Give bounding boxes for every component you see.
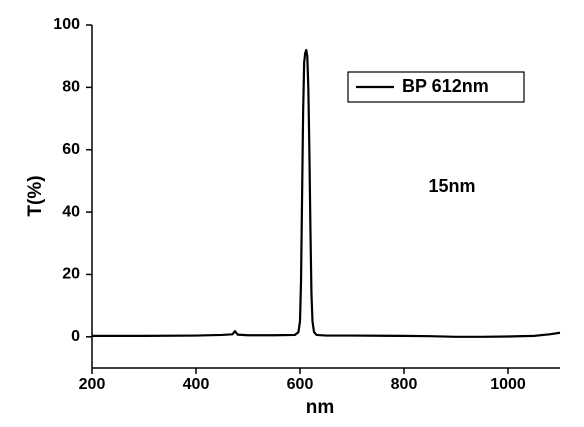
x-axis-label: nm xyxy=(306,397,335,418)
data-line xyxy=(92,48,561,338)
y-tick-label: 80 xyxy=(62,79,80,96)
x-tick-label: 200 xyxy=(79,376,106,393)
x-tick-label: 400 xyxy=(183,376,210,393)
y-tick-label: 40 xyxy=(62,203,80,220)
y-tick-label: 20 xyxy=(62,266,80,283)
x-tick-label: 600 xyxy=(287,376,314,393)
y-tick-label: 60 xyxy=(62,141,80,158)
y-tick-label: 100 xyxy=(53,16,80,33)
annotation: 15nm xyxy=(428,176,475,196)
y-tick-label: 0 xyxy=(71,328,80,345)
legend-label: BP 612nm xyxy=(402,76,489,96)
x-tick-label: 1000 xyxy=(490,376,526,393)
y-axis-label: T(%) xyxy=(25,175,46,216)
x-tick-label: 800 xyxy=(391,376,418,393)
